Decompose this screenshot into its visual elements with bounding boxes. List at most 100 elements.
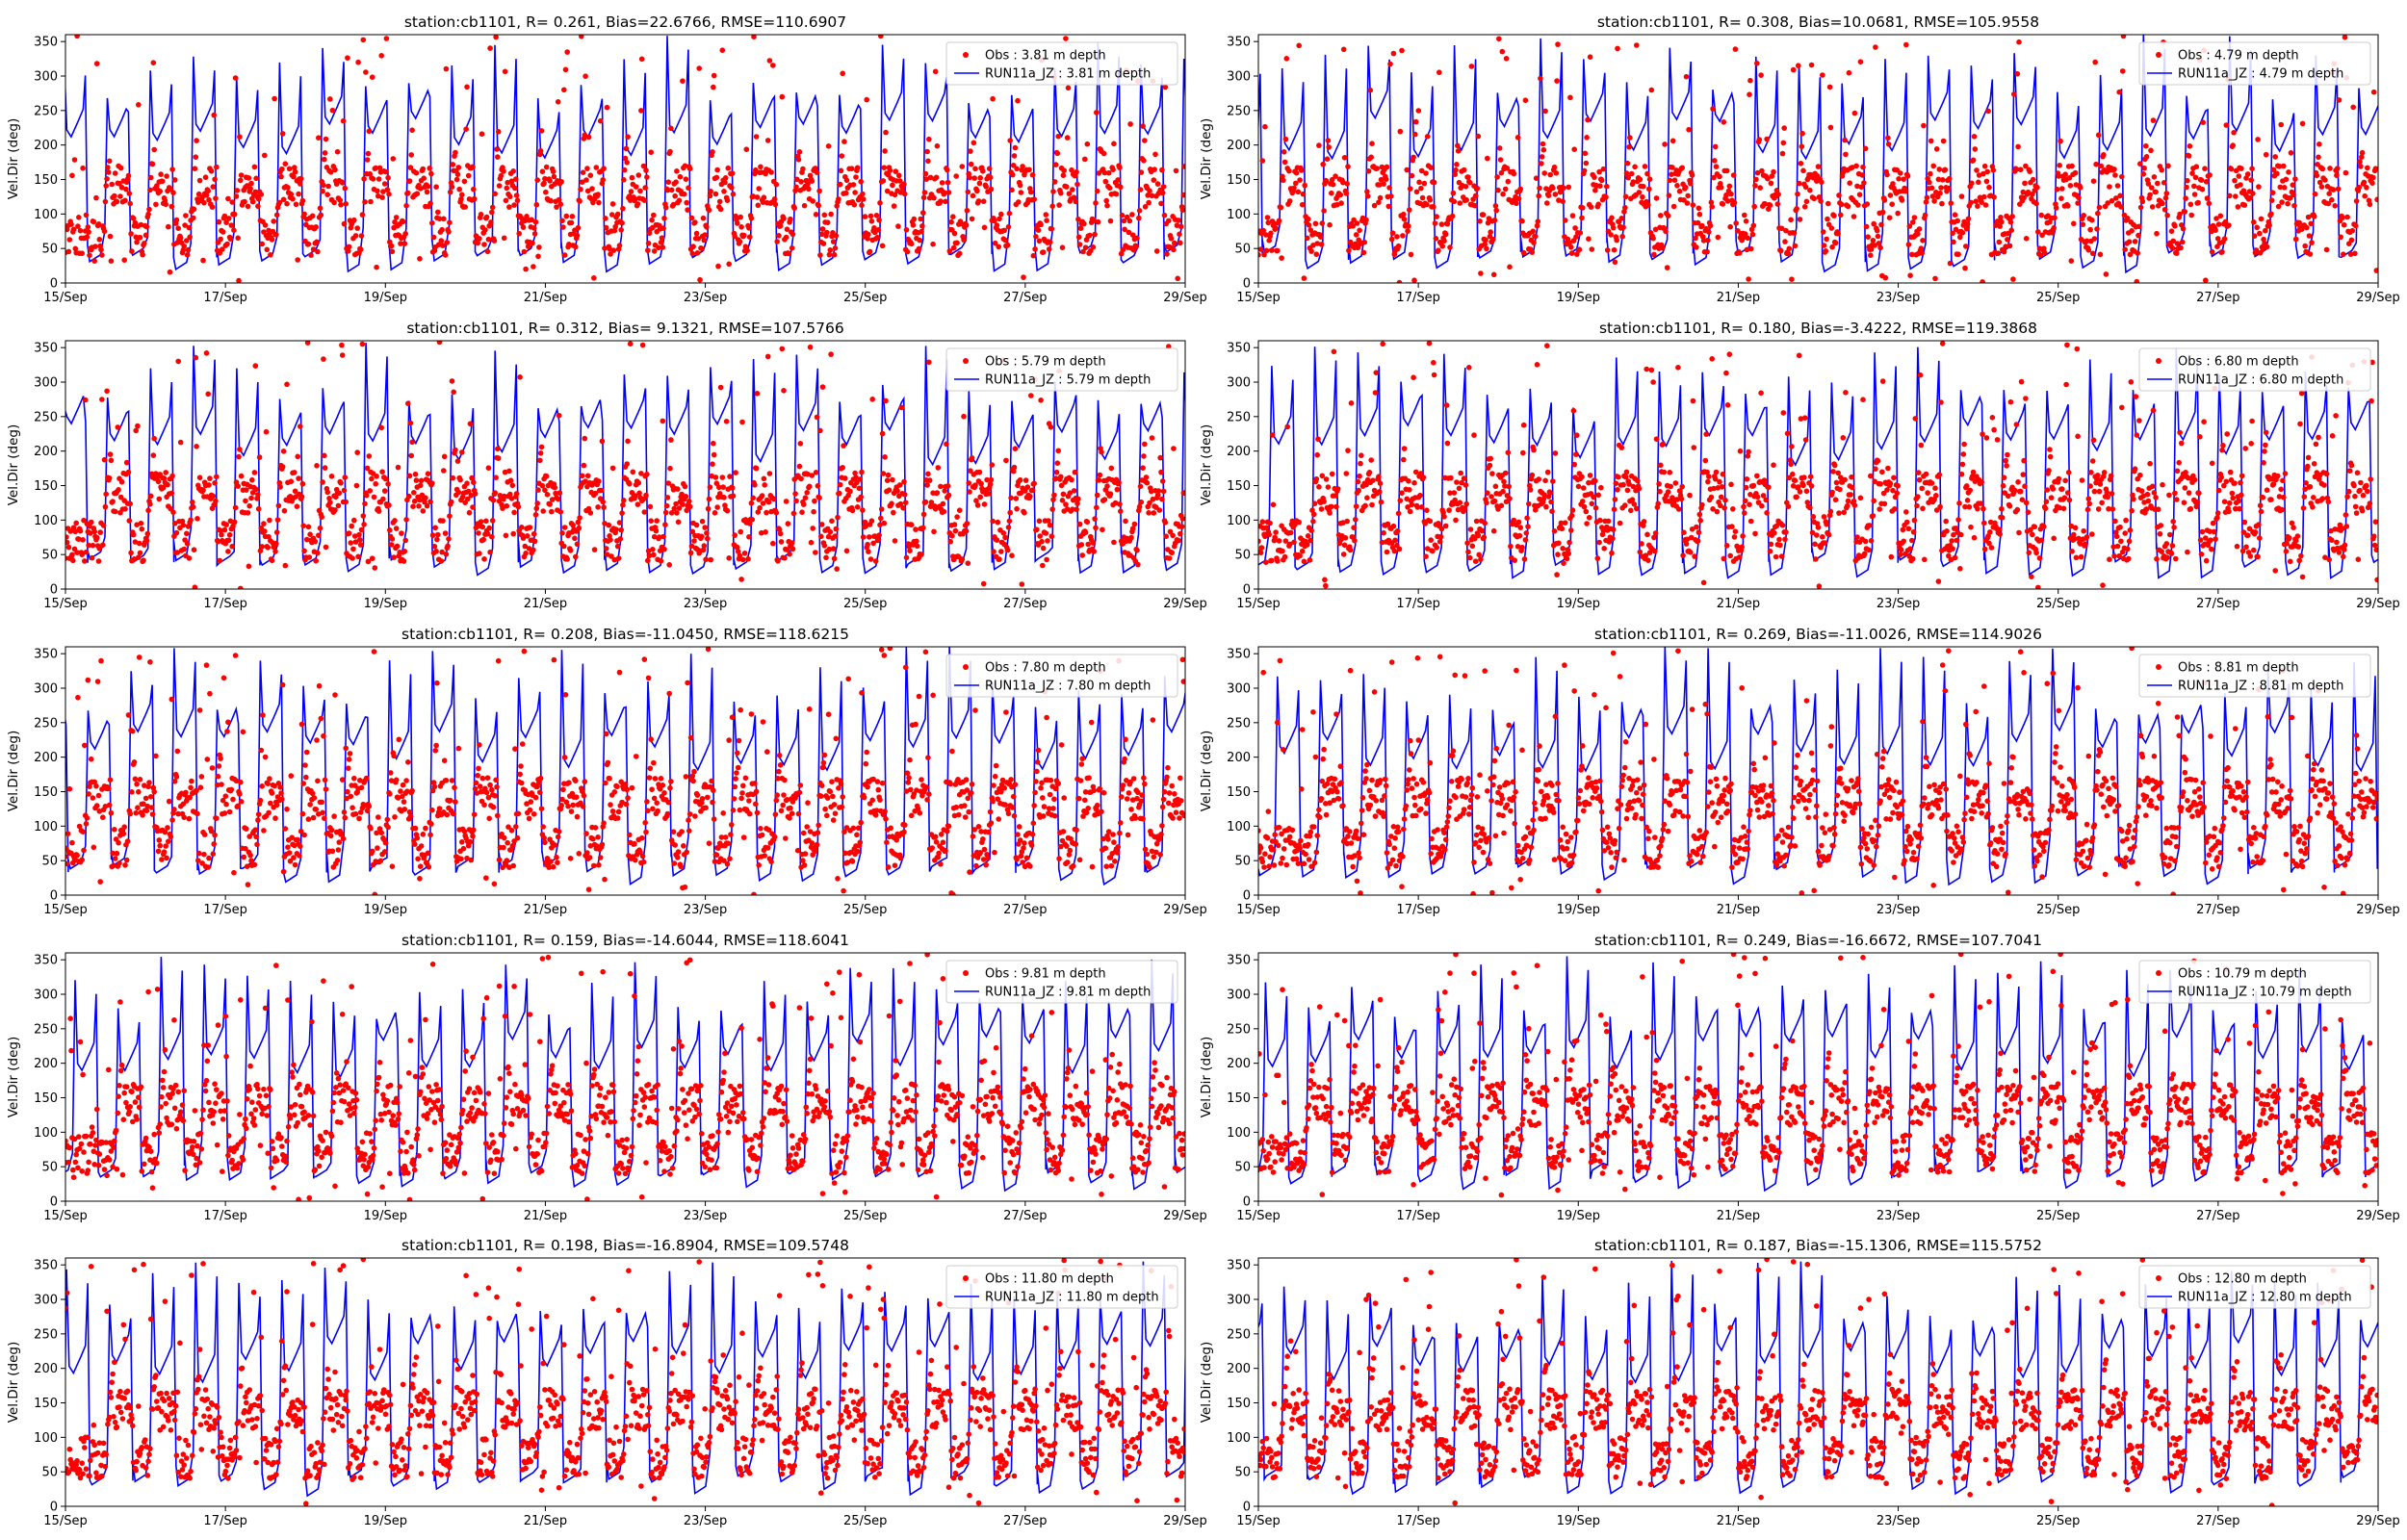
obs-point bbox=[651, 533, 658, 540]
obs-point bbox=[2362, 192, 2368, 199]
obs-point bbox=[335, 502, 342, 509]
obs-point bbox=[1876, 241, 1882, 246]
obs-point bbox=[1861, 180, 1867, 186]
obs-point bbox=[1730, 506, 1736, 512]
obs-point bbox=[2151, 174, 2158, 180]
obs-point bbox=[1544, 200, 1550, 206]
obs-point bbox=[1573, 234, 1579, 240]
obs-point bbox=[1598, 484, 1604, 491]
obs-point bbox=[72, 245, 79, 252]
obs-point bbox=[1428, 165, 1434, 170]
obs-point bbox=[319, 514, 325, 520]
obs-point bbox=[522, 218, 529, 224]
obs-point bbox=[679, 491, 685, 498]
y-tick-label: 350 bbox=[34, 342, 58, 356]
obs-point bbox=[1774, 201, 1781, 207]
obs-point bbox=[2338, 234, 2343, 241]
obs-point bbox=[1341, 542, 1348, 549]
obs-point bbox=[753, 465, 760, 472]
obs-point bbox=[175, 358, 181, 365]
obs-point bbox=[492, 191, 498, 197]
obs-point bbox=[716, 198, 723, 205]
obs-point bbox=[1461, 475, 1467, 481]
obs-point bbox=[1344, 181, 1350, 187]
obs-point bbox=[1384, 549, 1390, 555]
obs-point bbox=[2302, 243, 2308, 249]
obs-point bbox=[424, 502, 430, 509]
obs-point bbox=[1552, 192, 1559, 197]
obs-point bbox=[1066, 191, 1073, 196]
obs-point bbox=[948, 218, 954, 225]
obs-point bbox=[1857, 59, 1864, 64]
obs-point bbox=[893, 168, 899, 174]
obs-point bbox=[1387, 61, 1393, 67]
obs-point bbox=[1600, 166, 1607, 172]
obs-point bbox=[1148, 488, 1154, 495]
obs-point bbox=[143, 537, 150, 544]
obs-point bbox=[1923, 199, 1929, 205]
obs-point bbox=[1955, 251, 1961, 258]
obs-point bbox=[876, 217, 882, 223]
obs-point bbox=[401, 549, 408, 554]
obs-point bbox=[253, 175, 259, 182]
obs-point bbox=[867, 556, 874, 562]
obs-point bbox=[1305, 235, 1310, 242]
obs-point bbox=[1898, 552, 1903, 557]
obs-point bbox=[2034, 184, 2040, 191]
obs-point bbox=[1147, 188, 1152, 193]
obs-point bbox=[1293, 180, 1299, 187]
obs-point bbox=[402, 537, 409, 544]
obs-point bbox=[229, 199, 235, 205]
obs-point bbox=[1652, 226, 1659, 233]
obs-point bbox=[824, 219, 831, 225]
obs-point bbox=[1485, 490, 1490, 496]
obs-point bbox=[443, 552, 450, 557]
obs-point bbox=[1374, 166, 1380, 171]
obs-point bbox=[1598, 177, 1605, 184]
obs-point bbox=[379, 469, 385, 475]
obs-point bbox=[1473, 518, 1480, 525]
obs-point bbox=[1396, 546, 1403, 552]
obs-point bbox=[1658, 213, 1664, 218]
x-tick-label: 23/Sep bbox=[684, 597, 727, 611]
obs-point bbox=[2092, 59, 2098, 65]
obs-point bbox=[1693, 235, 1698, 242]
obs-point bbox=[1018, 490, 1024, 496]
x-tick-label: 27/Sep bbox=[1003, 291, 1047, 305]
obs-point bbox=[2214, 236, 2221, 242]
obs-point bbox=[1911, 517, 1918, 524]
obs-point bbox=[645, 247, 651, 253]
obs-point bbox=[735, 220, 740, 226]
obs-point bbox=[1010, 171, 1016, 178]
obs-point bbox=[2112, 172, 2118, 178]
obs-point bbox=[1928, 138, 1934, 144]
obs-point bbox=[1808, 62, 1815, 68]
x-tick-label: 21/Sep bbox=[524, 291, 567, 305]
obs-point bbox=[924, 148, 930, 155]
obs-point bbox=[1140, 465, 1146, 472]
obs-point bbox=[763, 529, 768, 535]
obs-point bbox=[1662, 141, 1668, 147]
obs-point bbox=[425, 183, 431, 190]
obs-point bbox=[754, 194, 761, 200]
obs-point bbox=[392, 218, 398, 225]
obs-point bbox=[1079, 552, 1085, 558]
obs-point bbox=[837, 481, 843, 488]
obs-point bbox=[616, 243, 623, 248]
obs-point bbox=[894, 488, 900, 494]
obs-point bbox=[414, 191, 421, 196]
obs-point bbox=[420, 508, 427, 514]
obs-point bbox=[1907, 546, 1913, 552]
obs-point bbox=[666, 562, 672, 568]
obs-point bbox=[774, 239, 780, 244]
obs-point bbox=[1609, 215, 1615, 221]
obs-point bbox=[304, 341, 311, 346]
obs-point bbox=[1575, 483, 1582, 490]
obs-point bbox=[512, 185, 518, 192]
obs-point bbox=[920, 194, 927, 201]
obs-point bbox=[1503, 56, 1510, 62]
obs-point bbox=[1118, 184, 1124, 191]
obs-point bbox=[136, 540, 142, 547]
obs-point bbox=[853, 475, 859, 481]
obs-point bbox=[746, 534, 752, 540]
